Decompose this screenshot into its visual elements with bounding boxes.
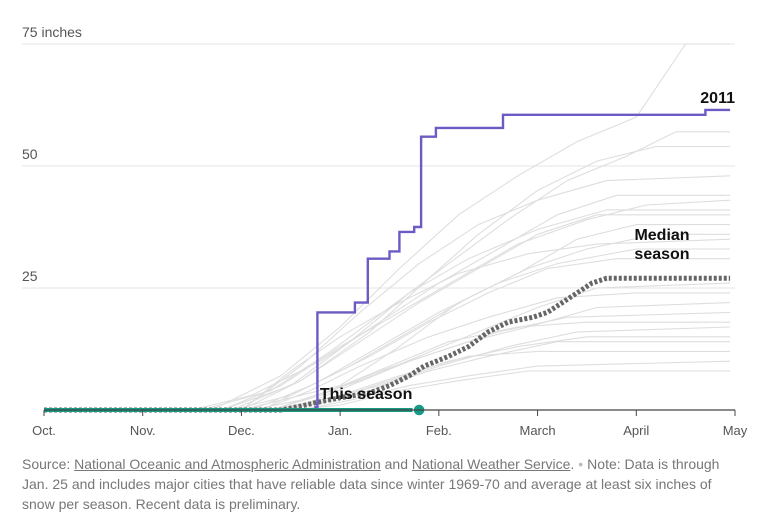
- season-line-7: [44, 238, 731, 411]
- label-season: season: [634, 246, 689, 263]
- median-season-line: [44, 275, 731, 413]
- x-tick-label-Oct.: Oct.: [32, 423, 56, 438]
- x-tick-label-Nov.: Nov.: [130, 423, 156, 438]
- season-line-19: [44, 199, 731, 411]
- y-axis-labels: 25 50 75 inches: [22, 24, 82, 284]
- y-tick-label-75: 75 inches: [22, 24, 82, 40]
- x-tick-label-May: May: [723, 423, 748, 438]
- label-median: Median: [634, 227, 689, 244]
- season-line-0: [44, 224, 731, 411]
- season-line-9: [44, 131, 731, 411]
- season-line-1: [44, 194, 731, 411]
- x-tick-label-Dec.: Dec.: [228, 423, 255, 438]
- season-line-2: [44, 292, 731, 411]
- season-line-5: [44, 145, 731, 411]
- nws-link[interactable]: National Weather Service: [411, 456, 571, 472]
- snowfall-chart: 25 50 75 inches Oct. Nov. Dec. Jan. Feb. March A…: [22, 24, 748, 438]
- gridlines: [22, 43, 735, 289]
- season-line-13: [44, 248, 731, 411]
- bullet-separator: •: [578, 456, 584, 472]
- season-line-14: [44, 321, 731, 411]
- season-line-18: [44, 282, 731, 411]
- season-line-12: [44, 43, 731, 411]
- label-this-season: This season: [320, 386, 412, 403]
- season-line-15: [44, 233, 731, 411]
- x-tick-label-April: April: [623, 423, 649, 438]
- period: .: [570, 456, 575, 472]
- and-text: and: [380, 456, 412, 472]
- season-line-22: [44, 214, 731, 411]
- annotations: 2011 Median season This season: [320, 90, 735, 403]
- x-tick-label-Feb.: Feb.: [426, 423, 452, 438]
- line-2011: [44, 108, 731, 412]
- x-axis: Oct. Nov. Dec. Jan. Feb. March April May: [32, 409, 748, 438]
- y-tick-label-25: 25: [22, 268, 38, 284]
- season-line-10: [44, 258, 731, 411]
- noaa-link[interactable]: National Oceanic and Atmospheric Adminis…: [74, 456, 381, 472]
- y-tick-label-50: 50: [22, 146, 38, 162]
- x-tick-label-March: March: [520, 423, 556, 438]
- season-line-16: [44, 175, 731, 411]
- x-tick-label-Jan.: Jan.: [328, 423, 353, 438]
- label-2011: 2011: [700, 90, 735, 107]
- background-seasons: [44, 43, 731, 411]
- source-prefix: Source:: [22, 456, 75, 472]
- note-text: Note: Data is through Jan. 25 and includ…: [22, 456, 720, 512]
- source-note: Source: National Oceanic and Atmospheric…: [22, 454, 738, 514]
